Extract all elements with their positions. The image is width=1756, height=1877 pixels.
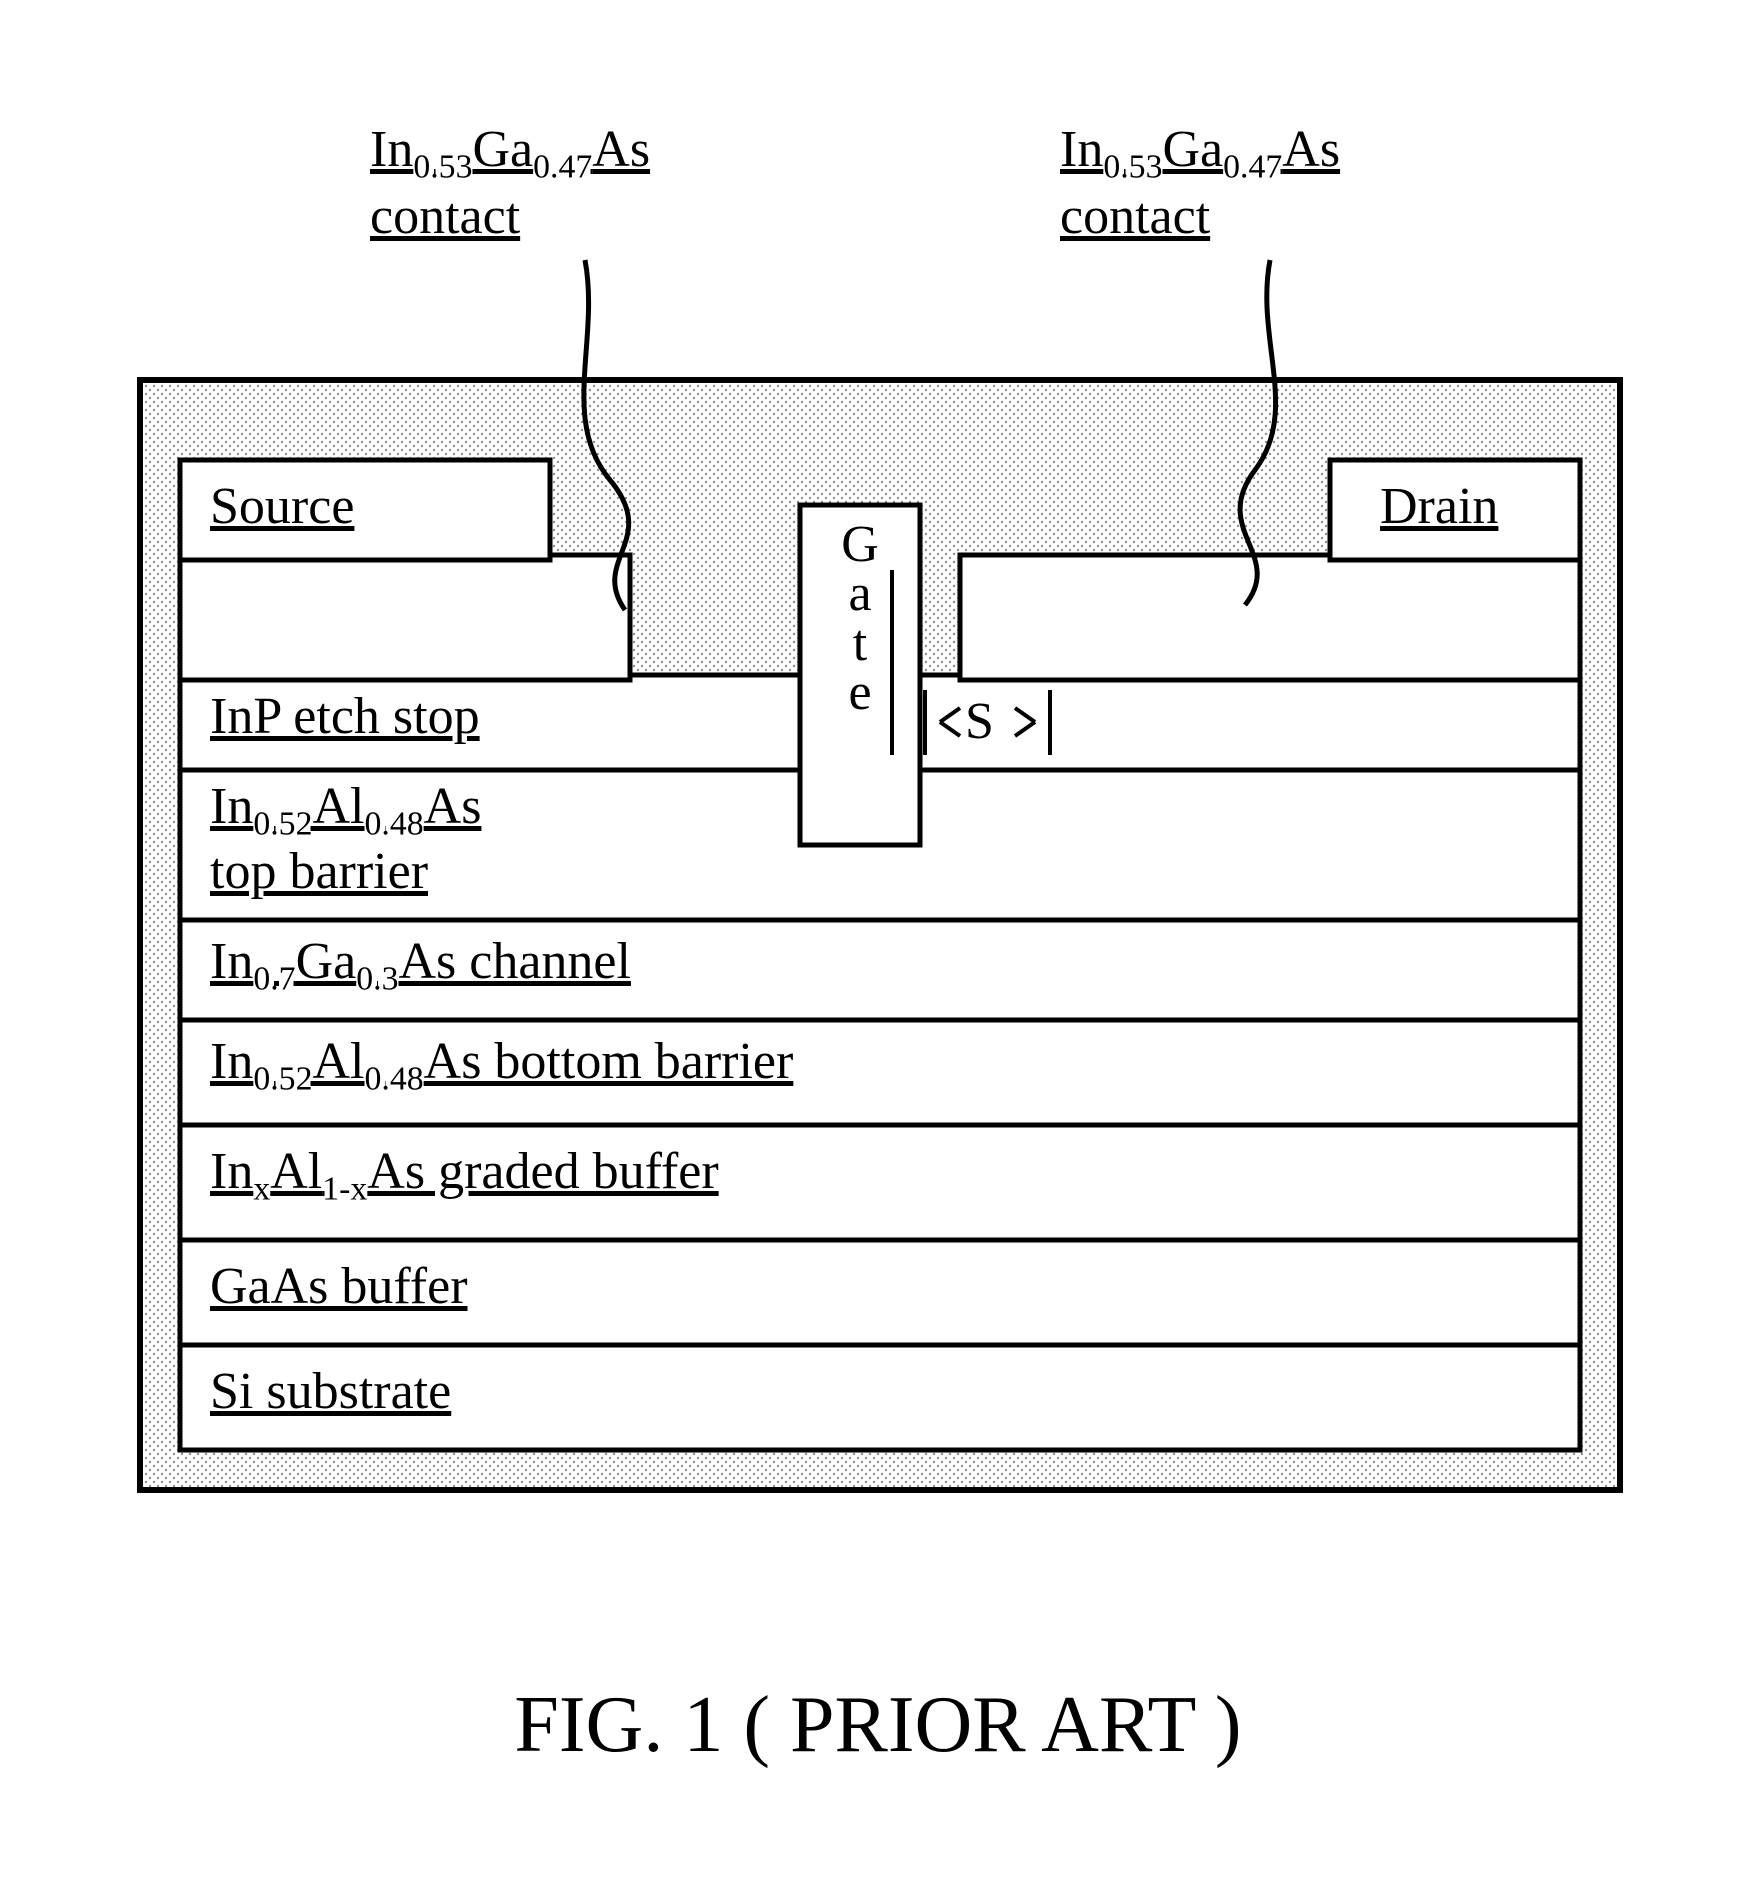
label-etch-stop: InP etch stop [210, 690, 480, 745]
gate-letter: e [800, 668, 920, 717]
gate-letter: t [800, 619, 920, 668]
label-source: Source [210, 480, 354, 535]
label-s: S [965, 695, 994, 750]
figure-caption: FIG. 1 ( PRIOR ART ) [0, 1680, 1756, 1771]
gate-underline [890, 570, 894, 755]
label-gate: G a t e [800, 520, 920, 718]
gate-letter: G [800, 520, 920, 569]
gate-letter: a [800, 569, 920, 618]
contact-right [960, 555, 1580, 680]
label-graded-buffer: InxAl1-xAs graded buffer [210, 1145, 719, 1207]
contact-left [180, 555, 630, 680]
label-drain: Drain [1380, 480, 1498, 535]
label-top-barrier: In0.52Al0.48Astop barrier [210, 778, 481, 900]
label-gaas-buffer: GaAs buffer [210, 1260, 468, 1315]
label-bottom-barrier: In0.52Al0.48As bottom barrier [210, 1035, 793, 1097]
label-si-substrate: Si substrate [210, 1365, 451, 1420]
label-channel: In0.7Ga0.3As channel [210, 935, 631, 997]
